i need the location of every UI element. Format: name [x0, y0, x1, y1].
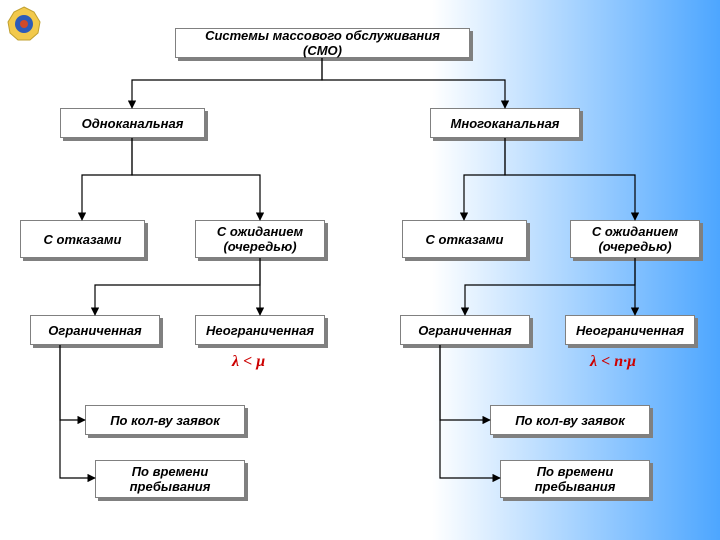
edge [464, 138, 505, 220]
edge [132, 138, 260, 220]
node-label: Ограниченная [418, 323, 511, 338]
node-label: С ожиданием (очередью) [579, 224, 691, 254]
node-single-by-count: По кол-ву заявок [85, 405, 245, 435]
node-single-channel: Одноканальная [60, 108, 205, 138]
edge [322, 58, 505, 108]
node-multi-limited: Ограниченная [400, 315, 530, 345]
node-single-unlimited: Неограниченная [195, 315, 325, 345]
edge [505, 138, 635, 220]
edges-layer [0, 0, 720, 540]
node-multi-by-time: По времени пребывания [500, 460, 650, 498]
node-root: Системы массового обслуживания (СМО) [175, 28, 470, 58]
edge [60, 345, 85, 420]
node-label: По времени пребывания [104, 464, 236, 494]
node-multi-waiting: С ожиданием (очередью) [570, 220, 700, 258]
node-label: Многоканальная [451, 116, 560, 131]
node-multi-refusals: С отказами [402, 220, 527, 258]
node-single-waiting: С ожиданием (очередью) [195, 220, 325, 258]
edge [465, 258, 635, 315]
edge [95, 258, 260, 315]
edge [440, 345, 490, 420]
node-label: Неограниченная [576, 323, 684, 338]
node-multi-channel: Многоканальная [430, 108, 580, 138]
node-label: С отказами [44, 232, 122, 247]
node-multi-unlimited: Неограниченная [565, 315, 695, 345]
emblem-logo [6, 6, 42, 42]
node-label: С отказами [426, 232, 504, 247]
node-single-refusals: С отказами [20, 220, 145, 258]
formula-lambda-mu: λ < μ [232, 353, 265, 371]
node-label: Неограниченная [206, 323, 314, 338]
formula-lambda-n-mu: λ < n·μ [590, 353, 636, 371]
node-label: По кол-ву заявок [110, 413, 220, 428]
edge [132, 58, 322, 108]
edge [82, 138, 132, 220]
node-label: Ограниченная [48, 323, 141, 338]
node-multi-by-count: По кол-ву заявок [490, 405, 650, 435]
node-label: По кол-ву заявок [515, 413, 625, 428]
node-label: Системы массового обслуживания (СМО) [184, 28, 461, 58]
node-label: По времени пребывания [509, 464, 641, 494]
node-label: Одноканальная [82, 116, 184, 131]
node-single-limited: Ограниченная [30, 315, 160, 345]
node-single-by-time: По времени пребывания [95, 460, 245, 498]
node-label: С ожиданием (очередью) [204, 224, 316, 254]
